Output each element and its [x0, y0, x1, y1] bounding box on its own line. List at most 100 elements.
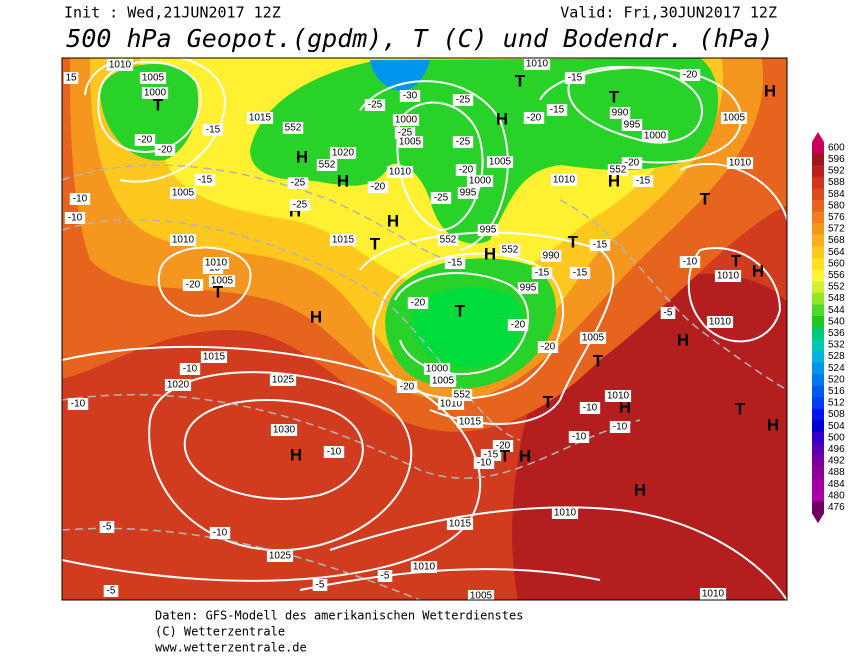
contour-label: -20 — [541, 342, 556, 353]
colorbar-swatch — [812, 234, 824, 247]
contour-label: -20 — [186, 280, 201, 291]
pressure-center: T — [731, 251, 742, 270]
label-box — [455, 164, 477, 176]
colorbar-swatch — [812, 258, 824, 271]
colorbar-swatch — [812, 374, 824, 387]
pressure-center: T — [455, 301, 466, 320]
label-box — [266, 550, 294, 562]
pressure-center: H — [296, 147, 308, 166]
footer-line: www.wetterzentrale.de — [155, 641, 307, 655]
contour-label: 1000 — [144, 88, 167, 99]
pressure-center: H — [608, 171, 620, 190]
colorbar-swatch — [812, 316, 824, 329]
contour-label: 1005 — [399, 137, 422, 148]
contour-label: -20 — [400, 382, 415, 393]
colorbar-swatch — [812, 501, 824, 514]
contour-label: -20 — [459, 165, 474, 176]
label-box — [579, 332, 607, 344]
contour-label: 1000 — [426, 364, 449, 375]
pressure-center: H — [290, 445, 302, 464]
label-box — [546, 104, 568, 116]
pressure-center: H — [484, 244, 496, 263]
contour-label: 1025 — [272, 375, 295, 386]
contour-label: -20 — [625, 158, 640, 169]
label-box — [467, 590, 495, 600]
colorbar-swatch — [812, 246, 824, 259]
label-box — [208, 275, 236, 287]
colorbar-label: 584 — [828, 189, 845, 200]
contour-label: 1020 — [332, 148, 355, 159]
contour-label: 1010 — [526, 59, 549, 70]
pressure-center: T — [543, 392, 554, 411]
label-box — [452, 94, 474, 106]
label-box — [429, 375, 457, 387]
contour-label: 1005 — [211, 276, 234, 287]
colorbar-swatch — [812, 327, 824, 340]
label-box — [621, 119, 643, 131]
pressure-center: H — [767, 415, 779, 434]
map-title: 500 hPa Geopot.(gpdm), T (C) und Bodendr… — [66, 24, 773, 53]
pressure-center: H — [619, 397, 631, 416]
colorbar-label: 560 — [828, 258, 845, 269]
colorbar-label: 572 — [828, 224, 845, 235]
label-box — [473, 457, 495, 469]
label-box — [706, 316, 734, 328]
label-box — [67, 398, 89, 410]
label-box — [396, 381, 418, 393]
contour-label: -15 — [535, 268, 550, 279]
contour-label: 552 — [319, 160, 336, 171]
footer-line: (C) Wetterzentrale — [155, 625, 285, 639]
pressure-center: H — [764, 81, 776, 100]
contour-label: -15 — [198, 175, 213, 186]
label-box — [169, 187, 197, 199]
isobars — [62, 58, 787, 600]
pressure-center: H — [337, 171, 349, 190]
colorbar-swatch — [812, 211, 824, 224]
colorbar-swatch — [812, 466, 824, 479]
contour-label: 552 — [285, 123, 302, 134]
colorbar-swatch — [812, 223, 824, 236]
pressure-center: T — [370, 234, 381, 253]
contour-label: -10 — [73, 194, 88, 205]
contour-label: -20 — [683, 70, 698, 81]
label-box — [396, 136, 424, 148]
pressure-center: H — [496, 109, 508, 128]
label-box — [63, 72, 79, 84]
colorbar-label: 504 — [828, 421, 845, 432]
label-box — [589, 239, 611, 251]
label-box — [194, 174, 216, 186]
colorbar-label: 600 — [828, 142, 845, 153]
label-box — [456, 416, 484, 428]
label-box — [316, 159, 338, 171]
colorbar-label: 492 — [828, 456, 845, 467]
contour-label: -25 — [398, 128, 413, 139]
label-box — [466, 175, 494, 187]
colorbar-label: 592 — [828, 166, 845, 177]
colorbar-label: 544 — [828, 305, 845, 316]
contour-label: 1010 — [109, 60, 132, 71]
label-box — [246, 112, 274, 124]
contour-label: 995 — [460, 188, 477, 199]
colorbar-label: 556 — [828, 270, 845, 281]
contour-label: -15 — [484, 450, 499, 461]
label-box — [329, 234, 357, 246]
colorbar-swatch — [812, 200, 824, 213]
contour-label: 15 — [65, 73, 77, 84]
contour-label: 1010 — [413, 562, 436, 573]
label-box — [660, 307, 676, 319]
colorbar-label: 588 — [828, 177, 845, 188]
label-box — [407, 297, 429, 309]
contour-label: 1015 — [332, 235, 355, 246]
label-box — [632, 175, 654, 187]
label-box — [367, 181, 389, 193]
pressure-center: T — [609, 87, 620, 106]
colorbar-label: 580 — [828, 200, 845, 211]
colorbar-swatch — [812, 304, 824, 317]
contour-label: -25 — [456, 137, 471, 148]
label-box — [507, 319, 529, 331]
contour-label: 1030 — [273, 425, 296, 436]
contour-label: -15 — [568, 73, 583, 84]
pressure-center: T — [515, 71, 526, 90]
pressure-center: H — [677, 330, 689, 349]
